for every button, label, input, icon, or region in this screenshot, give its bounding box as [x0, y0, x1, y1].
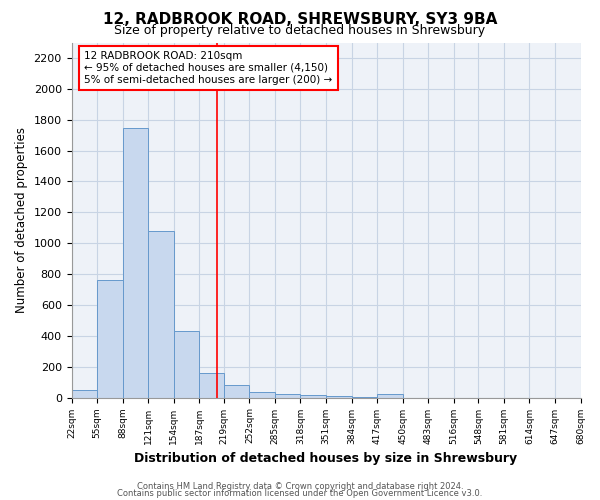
Bar [377, 394, 403, 398]
Text: 12, RADBROOK ROAD, SHREWSBURY, SY3 9BA: 12, RADBROOK ROAD, SHREWSBURY, SY3 9BA [103, 12, 497, 28]
Bar [199, 373, 224, 398]
Text: Contains HM Land Registry data © Crown copyright and database right 2024.: Contains HM Land Registry data © Crown c… [137, 482, 463, 491]
Bar [97, 280, 122, 398]
Bar [250, 392, 275, 398]
X-axis label: Distribution of detached houses by size in Shrewsbury: Distribution of detached houses by size … [134, 452, 518, 465]
Bar [71, 390, 97, 398]
Bar [326, 396, 352, 398]
Bar [148, 231, 173, 398]
Bar [275, 394, 301, 398]
Text: Size of property relative to detached houses in Shrewsbury: Size of property relative to detached ho… [115, 24, 485, 37]
Text: 12 RADBROOK ROAD: 210sqm
← 95% of detached houses are smaller (4,150)
5% of semi: 12 RADBROOK ROAD: 210sqm ← 95% of detach… [84, 52, 332, 84]
Y-axis label: Number of detached properties: Number of detached properties [15, 127, 28, 313]
Bar [122, 128, 148, 398]
Bar [352, 397, 377, 398]
Text: Contains public sector information licensed under the Open Government Licence v3: Contains public sector information licen… [118, 489, 482, 498]
Bar [301, 396, 326, 398]
Bar [173, 331, 199, 398]
Bar [224, 385, 250, 398]
